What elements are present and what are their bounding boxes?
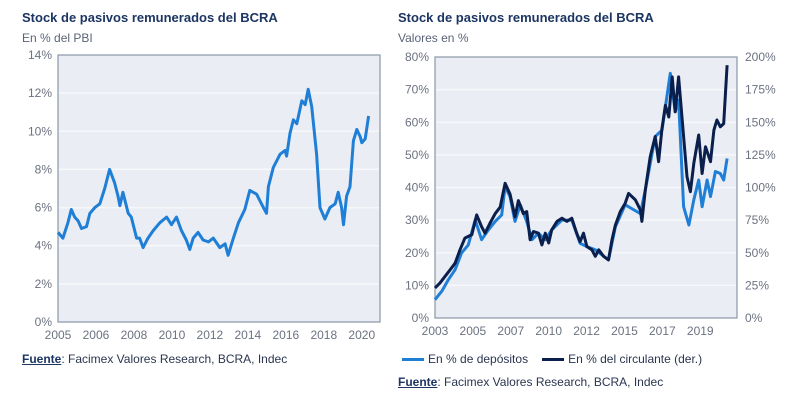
left-x-tick-label: 2006 [83, 328, 110, 342]
right-y-tick-label: 50% [405, 148, 429, 162]
left-x-tick-label: 2016 [272, 328, 299, 342]
legend-swatch-dark [542, 358, 565, 362]
legend-item-depositos: En % de depósitos [402, 352, 528, 366]
left-series-line-1 [56, 87, 371, 257]
right-chart-title: Stock de pasivos remunerados del BCRA [398, 10, 654, 25]
left-y-tick-label: 8% [35, 162, 53, 176]
left-x-tick-label: 2005 [45, 328, 72, 342]
legend-item-circulante: En % del circulante (der.) [542, 352, 702, 366]
left-plot-area [57, 54, 381, 323]
source-text: : Facimex Valores Research, BCRA, Indec [437, 375, 664, 389]
right-y-tick-label: 10% [405, 278, 429, 292]
left-y-tick-label: 4% [35, 239, 53, 253]
right-x-tick-label: 2015 [611, 324, 638, 338]
right-x-tick-label: 2003 [422, 324, 449, 338]
left-chart-source: Fuente: Facimex Valores Research, BCRA, … [22, 352, 287, 366]
left-x-tick-label: 2008 [121, 328, 148, 342]
right-x-tick-label: 2005 [460, 324, 487, 338]
left-x-tick-label: 2020 [348, 328, 375, 342]
left-x-tick-label: 2012 [197, 328, 224, 342]
right-y2-tick-label: 150% [745, 115, 776, 129]
left-x-tick-label: 2014 [235, 328, 262, 342]
right-x-tick-label: 2010 [535, 324, 562, 338]
right-x-tick-label: 2007 [497, 324, 524, 338]
right-series-line-2 [433, 65, 729, 290]
left-y-tick-label: 12% [28, 86, 52, 100]
right-x-tick-label: 2012 [573, 324, 600, 338]
right-y-tick-label: 80% [405, 50, 429, 64]
right-y-tick-label: 70% [405, 83, 429, 97]
source-label: Fuente [398, 375, 438, 389]
left-chart-title: Stock de pasivos remunerados del BCRA [22, 10, 278, 25]
left-y-tick-label: 6% [35, 201, 53, 215]
right-y2-tick-label: 175% [745, 83, 776, 97]
right-y2-tick-label: 50% [745, 246, 769, 260]
right-y-tick-label: 40% [405, 181, 429, 195]
right-y2-tick-label: 75% [745, 213, 769, 227]
right-y-tick-label: 20% [405, 246, 429, 260]
source-label: Fuente [22, 352, 62, 366]
right-y-tick-label: 60% [405, 115, 429, 129]
left-chart-subtitle: En % del PBI [22, 31, 93, 45]
right-y2-tick-label: 125% [745, 148, 776, 162]
right-y-tick-label: 0% [412, 311, 430, 325]
right-y2-tick-label: 200% [745, 50, 776, 64]
right-y2-tick-label: 25% [745, 278, 769, 292]
right-y2-tick-label: 0% [745, 311, 763, 325]
left-y-tick-label: 2% [35, 277, 53, 291]
right-chart-subtitle: Valores en % [398, 31, 469, 45]
left-y-tick-label: 0% [35, 315, 53, 329]
legend-label: En % de depósitos [428, 352, 529, 366]
legend-swatch-light [402, 358, 424, 362]
left-x-tick-label: 2018 [310, 328, 337, 342]
left-y-tick-label: 10% [28, 124, 52, 138]
right-x-tick-label: 2017 [649, 324, 676, 338]
left-x-tick-label: 2010 [159, 328, 186, 342]
source-text: : Facimex Valores Research, BCRA, Indec [61, 352, 288, 366]
left-y-tick-label: 14% [28, 48, 52, 62]
right-x-tick-label: 2019 [687, 324, 714, 338]
legend-label: En % del circulante (der.) [568, 352, 703, 366]
right-chart-source: Fuente: Facimex Valores Research, BCRA, … [398, 375, 663, 389]
right-chart-legend: En % de depósitos En % del circulante (d… [402, 352, 702, 366]
right-y-tick-label: 30% [405, 213, 429, 227]
right-series-line-1 [433, 71, 729, 301]
right-y2-tick-label: 100% [745, 181, 776, 195]
